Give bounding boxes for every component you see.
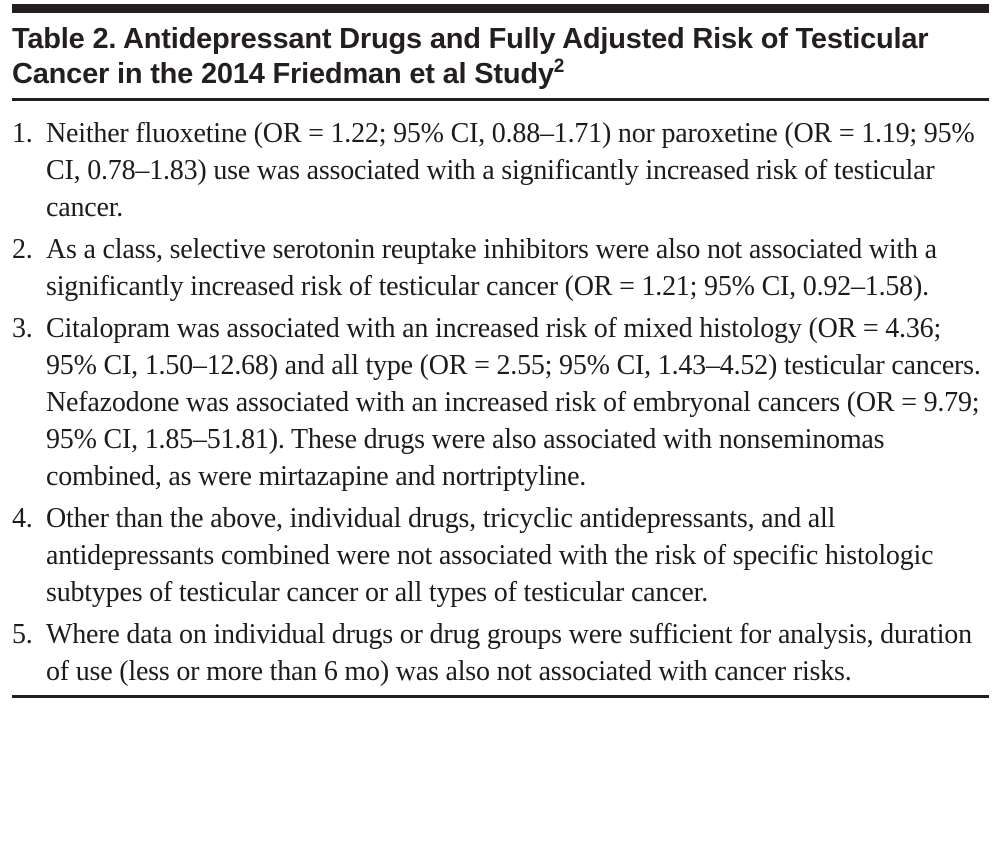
finding-text: Where data on individual drugs or drug g…	[46, 619, 972, 687]
finding-text: Citalopram was associated with an increa…	[46, 313, 981, 492]
finding-number: 2.	[12, 234, 33, 265]
table-title: Table 2. Antidepressant Drugs and Fully …	[12, 22, 989, 92]
table-top-rule	[12, 4, 989, 13]
finding-number: 5.	[12, 619, 33, 650]
finding-text: Other than the above, individual drugs, …	[46, 503, 934, 608]
finding-text: As a class, selective serotonin reuptake…	[46, 234, 937, 302]
finding-number: 4.	[12, 503, 33, 534]
finding-item: 3. Citalopram was associated with an inc…	[12, 310, 989, 495]
finding-item: 4. Other than the above, individual drug…	[12, 500, 989, 611]
finding-text: Neither fluoxetine (OR = 1.22; 95% CI, 0…	[46, 118, 975, 223]
title-divider-rule	[12, 98, 989, 101]
finding-number: 3.	[12, 313, 33, 344]
finding-item: 5. Where data on individual drugs or dru…	[12, 616, 989, 690]
finding-item: 1. Neither fluoxetine (OR = 1.22; 95% CI…	[12, 115, 989, 226]
table-title-text: Table 2. Antidepressant Drugs and Fully …	[12, 23, 929, 90]
table-title-superscript: 2	[553, 56, 565, 77]
finding-item: 2. As a class, selective serotonin reupt…	[12, 231, 989, 305]
finding-number: 1.	[12, 118, 33, 149]
findings-list: 1. Neither fluoxetine (OR = 1.22; 95% CI…	[12, 115, 989, 690]
table-bottom-rule	[12, 695, 989, 698]
